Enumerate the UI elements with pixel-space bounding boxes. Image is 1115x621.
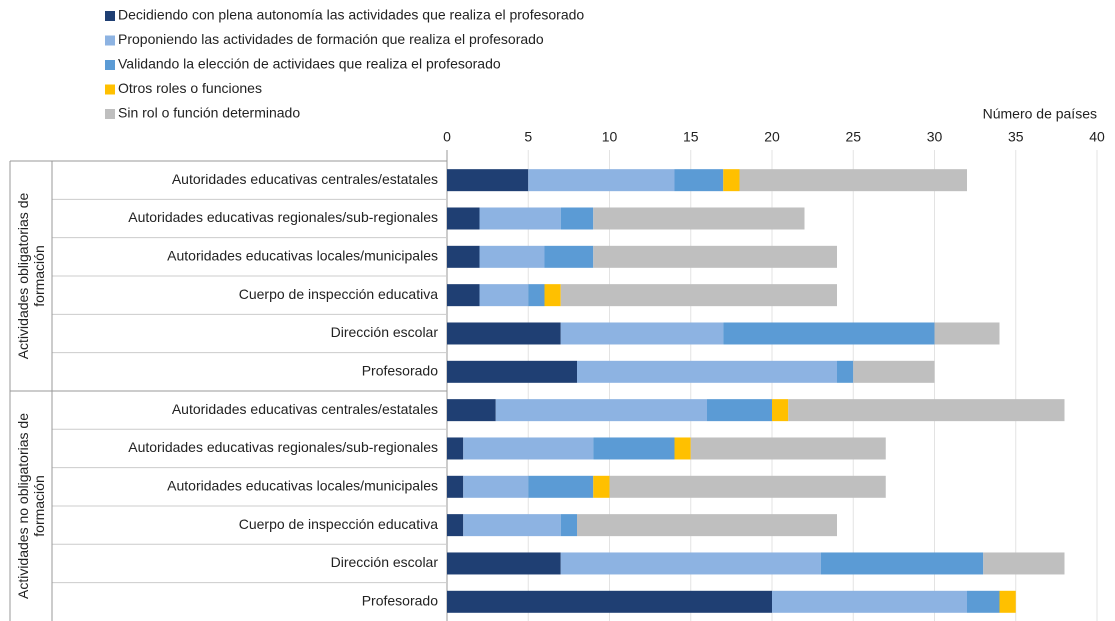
y-tick-label: Autoridades educativas regionales/sub-re… <box>128 439 438 455</box>
y-tick-label: Profesorado <box>362 592 438 608</box>
bar-segment <box>560 284 837 307</box>
y-tick-label: Autoridades educativas locales/municipal… <box>167 478 438 494</box>
bar-segment <box>837 360 854 383</box>
bar-segment <box>853 360 935 383</box>
y-tick-label: Dirección escolar <box>331 554 439 570</box>
bar-segment <box>577 514 837 537</box>
x-tick-label: 0 <box>443 129 451 145</box>
bar-segment <box>447 399 496 422</box>
y-tick-label: Autoridades educativas locales/municipal… <box>167 248 438 264</box>
bar-segment <box>447 437 464 460</box>
legend-swatch <box>105 11 115 21</box>
bar-segment <box>690 437 886 460</box>
bar-segment <box>593 245 837 268</box>
bar-segment <box>999 590 1016 613</box>
bar-segment <box>723 322 935 345</box>
bar-segment <box>447 169 529 192</box>
bar-segment <box>577 360 837 383</box>
group-label: Actividades obligatorias de formación <box>15 192 47 360</box>
bar-segment <box>447 514 464 537</box>
bar-segment <box>593 437 675 460</box>
x-tick-label: 10 <box>602 129 618 145</box>
bar-segment <box>463 514 561 537</box>
bar-segment <box>593 475 610 498</box>
bar-segment <box>447 284 480 307</box>
legend-label: Sin rol o función determinado <box>118 105 300 121</box>
bar-segment <box>463 437 594 460</box>
bar-segment <box>447 207 480 230</box>
bar-segment <box>609 475 886 498</box>
bar-segment <box>967 590 1000 613</box>
x-tick-label: 25 <box>845 129 861 145</box>
x-tick-label: 40 <box>1089 129 1105 145</box>
bar-segment <box>788 399 1065 422</box>
bar-segment <box>674 169 724 192</box>
bar-segment <box>479 284 529 307</box>
bar-segment <box>463 475 529 498</box>
bar-segment <box>593 207 805 230</box>
x-axis-label: Número de países <box>983 106 1097 122</box>
legend-swatch <box>105 35 115 46</box>
legend-swatch <box>105 84 115 95</box>
bar-segment <box>479 245 545 268</box>
bar-segment <box>723 169 740 192</box>
bar-segment <box>495 399 707 422</box>
bar-segment <box>560 322 724 345</box>
y-tick-label: Dirección escolar <box>331 324 439 340</box>
x-tick-label: 20 <box>764 129 780 145</box>
bar-segment <box>479 207 561 230</box>
bar-segment <box>447 552 561 575</box>
bar-segment <box>560 552 821 575</box>
bar-segment <box>528 284 545 307</box>
bar-segment <box>447 360 577 383</box>
y-tick-label: Profesorado <box>362 363 438 379</box>
bar-segment <box>447 245 480 268</box>
bar-segment <box>983 552 1065 575</box>
legend-label: Validando la elección de actividaes que … <box>118 56 501 72</box>
group-label: Actividades no obligatorias de formación <box>15 412 47 599</box>
legend-label: Otros roles o funciones <box>118 80 262 96</box>
legend-label: Decidiendo con plena autonomía las activ… <box>118 7 584 23</box>
legend-label: Proponiendo las actividades de formación… <box>118 31 544 47</box>
legend-swatch <box>105 109 115 119</box>
bar-segment <box>528 169 675 192</box>
bar-segment <box>447 475 464 498</box>
y-tick-label: Autoridades educativas centrales/estatal… <box>172 401 438 417</box>
bar-segment <box>674 437 691 460</box>
bar-segment <box>707 399 772 422</box>
bar-segment <box>820 552 984 575</box>
bar-segment <box>772 399 789 422</box>
y-tick-label: Autoridades educativas regionales/sub-re… <box>128 209 438 225</box>
bar-segment <box>447 322 561 345</box>
x-tick-label: 15 <box>683 129 699 145</box>
x-tick-label: 5 <box>524 129 532 145</box>
bar-segment <box>544 284 561 307</box>
x-tick-label: 35 <box>1008 129 1024 145</box>
bar-segment <box>447 590 772 613</box>
x-tick-label: 30 <box>927 129 943 145</box>
bar-segment <box>528 475 594 498</box>
y-tick-label: Autoridades educativas centrales/estatal… <box>172 171 438 187</box>
bar-segment <box>544 245 594 268</box>
y-tick-label: Cuerpo de inspección educativa <box>239 286 438 302</box>
bar-segment <box>739 169 967 192</box>
bar-segment <box>772 590 967 613</box>
legend-swatch <box>105 60 115 70</box>
y-tick-label: Cuerpo de inspección educativa <box>239 516 438 532</box>
bar-segment <box>560 207 594 230</box>
bar-segment <box>934 322 1000 345</box>
bar-segment <box>560 514 577 537</box>
